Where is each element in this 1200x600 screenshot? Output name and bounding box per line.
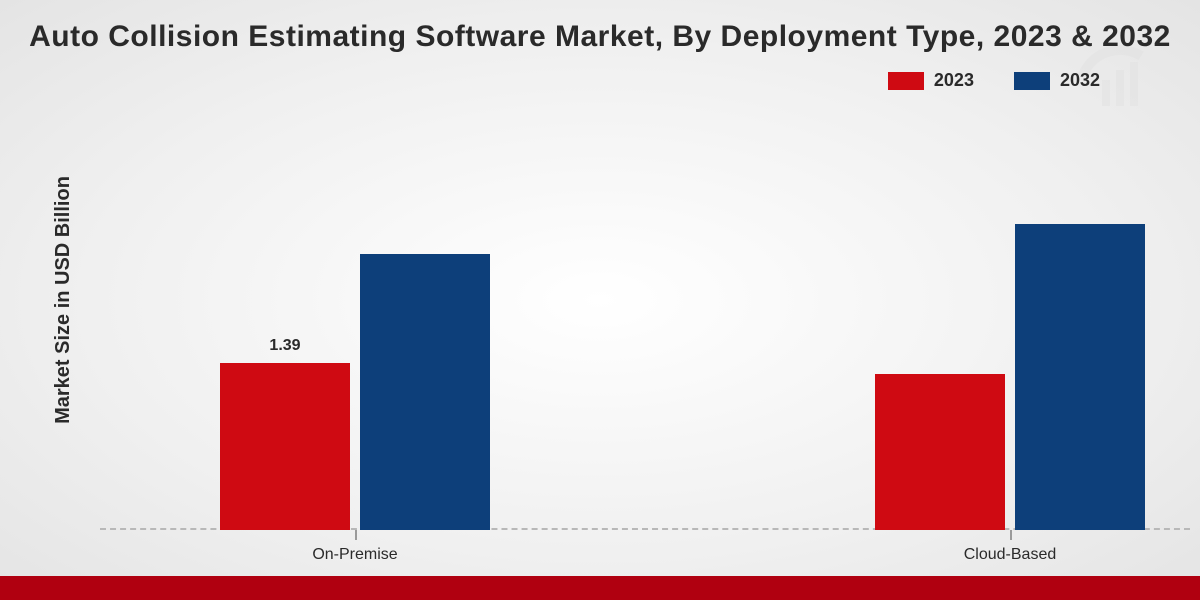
- legend-label-2032: 2032: [1060, 70, 1100, 91]
- legend-item-2023: 2023: [888, 70, 974, 91]
- legend-item-2032: 2032: [1014, 70, 1100, 91]
- plot-area: On-Premise Cloud-Based 1.39: [100, 110, 1190, 530]
- legend-label-2023: 2023: [934, 70, 974, 91]
- legend-swatch-2023: [888, 72, 924, 90]
- bar-cloud-based-2032: [1015, 224, 1145, 530]
- bar-on-premise-2023: 1.39: [220, 363, 350, 530]
- footer-bar: [0, 576, 1200, 600]
- legend-swatch-2032: [1014, 72, 1050, 90]
- legend: 2023 2032: [888, 70, 1100, 91]
- bar-cloud-based-2023: [875, 374, 1005, 530]
- x-label-on-premise: On-Premise: [312, 546, 397, 564]
- bar-on-premise-2032: [360, 254, 490, 530]
- x-tick: [355, 530, 357, 540]
- chart-title: Auto Collision Estimating Software Marke…: [0, 20, 1200, 54]
- x-tick: [1010, 530, 1012, 540]
- bar-value-label: 1.39: [269, 337, 300, 355]
- x-label-cloud-based: Cloud-Based: [964, 546, 1057, 564]
- y-axis-label: Market Size in USD Billion: [52, 176, 75, 424]
